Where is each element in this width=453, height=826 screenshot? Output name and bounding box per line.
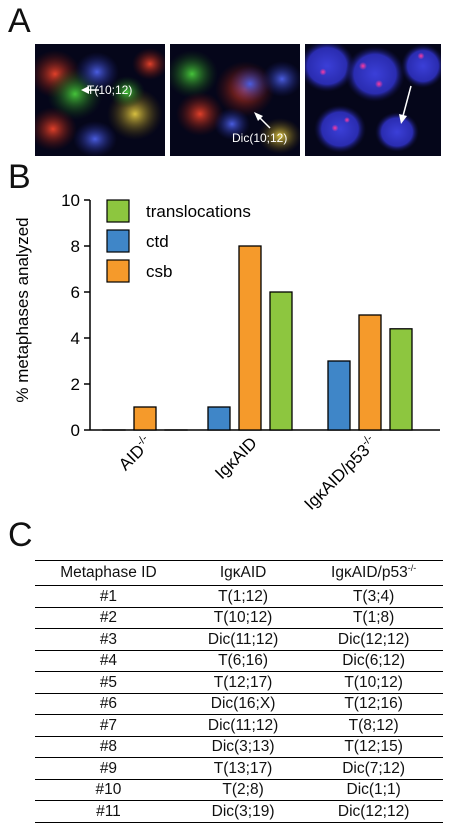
table-header-row: Metaphase ID IgκAID IgκAID/p53-/- — [35, 559, 443, 587]
micrograph-1: T(10;12) — [35, 44, 165, 156]
header-text: Metaphase ID — [60, 563, 157, 581]
header-text: IgκAID — [219, 563, 267, 581]
table-row: #7 Dic(11;12) T(8;12) — [35, 714, 443, 737]
micrograph-2: Dic(10;12) — [170, 44, 300, 156]
arrow-icon — [81, 86, 99, 94]
table-cell: Dic(11;12) — [181, 628, 305, 651]
table-cell: T(12;17) — [181, 671, 305, 694]
table-cell: T(6;16) — [181, 650, 305, 673]
table-cell: Dic(12;12) — [304, 800, 443, 823]
micrograph-1-label: T(10;12) — [87, 83, 133, 97]
arrow-icon — [254, 112, 271, 129]
table-row: #6 Dic(16;X) T(12;16) — [35, 693, 443, 716]
bar-csb-2 — [358, 314, 382, 431]
panel-label-b: B — [8, 158, 31, 196]
table-cell: T(3;4) — [304, 585, 443, 608]
table-cell: Dic(3;13) — [181, 736, 305, 759]
bar-ctd-2 — [327, 360, 351, 431]
table-cell: #9 — [35, 757, 182, 780]
table-cell: Dic(1;1) — [304, 779, 443, 802]
table-cell: Dic(6;12) — [304, 650, 443, 673]
table-cell: T(10;12) — [181, 607, 305, 630]
header-igk-aid-p53: IgκAID/p53-/- — [304, 559, 443, 587]
table-row: #8 Dic(3;13) T(12;15) — [35, 736, 443, 759]
table-row: #4 T(6;16) Dic(6;12) — [35, 650, 443, 673]
legend-swatch-ctd — [106, 229, 130, 253]
table-row: #3 Dic(11;12) Dic(12;12) — [35, 628, 443, 651]
micrograph-1-image — [35, 48, 165, 156]
header-superscript: -/- — [407, 563, 417, 573]
micrograph-2-label: Dic(10;12) — [232, 131, 288, 145]
micrograph-3-image — [305, 44, 441, 153]
x-tick-label: IgκAID — [211, 433, 261, 483]
bar-ctd-1 — [207, 406, 231, 431]
x-tick-label: IgκAID/p53-/- — [300, 432, 381, 513]
legend-swatch-translocations — [106, 199, 130, 223]
table-row: #9 T(13;17) Dic(7;12) — [35, 757, 443, 780]
table-cell: Dic(16;X) — [181, 693, 305, 716]
legend-label-csb: csb — [146, 262, 172, 281]
table-row: #2 T(10;12) T(1;8) — [35, 607, 443, 630]
table-cell: #5 — [35, 671, 182, 694]
table-body: #1 T(1;12) T(3;4) #2 T(10;12) T(1;8) #3 Dic(11;… — [35, 585, 443, 823]
panel-label-a: A — [8, 2, 31, 40]
y-tick-label: 4 — [71, 329, 80, 348]
table-cell: #2 — [35, 607, 182, 630]
header-igk-aid: IgκAID — [181, 559, 305, 587]
table-cell: #6 — [35, 693, 182, 716]
table-cell: #1 — [35, 585, 182, 608]
metaphase-table: Metaphase ID IgκAID IgκAID/p53-/- #1 T(1;… — [35, 559, 443, 823]
chart-bars — [102, 245, 413, 431]
bar-chart: % metaphases analyzed 0 2 4 6 8 10 translocat… — [13, 191, 440, 514]
legend-label-ctd: ctd — [146, 232, 169, 251]
header-metaphase-id: Metaphase ID — [35, 559, 182, 587]
table-cell: Dic(3;19) — [181, 800, 305, 823]
bar-translocations-1 — [269, 291, 293, 431]
table-cell: T(1;12) — [181, 585, 305, 608]
table-cell: #4 — [35, 650, 182, 673]
arrow-icon — [399, 85, 412, 124]
table-row: #5 T(12;17) T(10;12) — [35, 671, 443, 694]
table-cell: Dic(11;12) — [181, 714, 305, 737]
bar-translocations-2 — [389, 328, 413, 431]
y-tick-label: 10 — [61, 191, 80, 210]
bar-csb-0 — [133, 406, 157, 431]
bar-csb-1 — [238, 245, 262, 431]
table-row: #1 T(1;12) T(3;4) — [35, 585, 443, 608]
table-row: #10 T(2;8) Dic(1;1) — [35, 779, 443, 802]
panel-label-c: C — [8, 516, 33, 554]
y-axis-label: % metaphases analyzed — [13, 217, 32, 402]
table-cell: T(10;12) — [304, 671, 443, 694]
micrograph-3 — [305, 44, 441, 156]
legend-swatch-csb — [106, 259, 130, 283]
table-cell: T(1;8) — [304, 607, 443, 630]
legend-label-translocations: translocations — [146, 202, 251, 221]
y-tick-label: 2 — [71, 375, 80, 394]
header-text: IgκAID/p53 — [331, 564, 408, 582]
y-tick-label: 6 — [71, 283, 80, 302]
x-tick-label: AID-/- — [114, 432, 156, 474]
table-cell: T(13;17) — [181, 757, 305, 780]
table-cell: Dic(12;12) — [304, 628, 443, 651]
table-cell: #11 — [35, 800, 182, 823]
table-cell: #8 — [35, 736, 182, 759]
table-cell: T(12;16) — [304, 693, 443, 716]
y-tick-label: 0 — [71, 421, 80, 440]
table-cell: T(12;15) — [304, 736, 443, 759]
table-cell: #3 — [35, 628, 182, 651]
chart-legend: translocations ctd csb — [106, 199, 251, 283]
table-cell: Dic(7;12) — [304, 757, 443, 780]
table-row: #11 Dic(3;19) Dic(12;12) — [35, 800, 443, 823]
table-cell: T(8;12) — [304, 714, 443, 737]
micrograph-2-image — [170, 50, 300, 154]
table-cell: #10 — [35, 779, 182, 802]
x-tick-labels: AID-/- IgκAID IgκAID/p53-/- — [114, 432, 381, 513]
table-cell: #7 — [35, 714, 182, 737]
y-tick-label: 8 — [71, 237, 80, 256]
table-cell: T(2;8) — [181, 779, 305, 802]
